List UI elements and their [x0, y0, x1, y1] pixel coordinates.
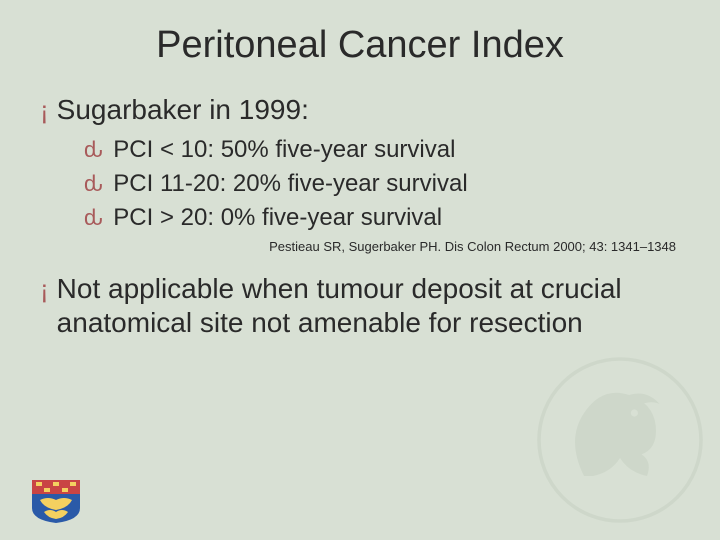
bullet-text: Not applicable when tumour deposit at cr…: [57, 272, 680, 340]
bullet-marker-l2: ԃ: [84, 135, 103, 165]
bullet-text: PCI 11-20: 20% five-year survival: [113, 169, 467, 199]
bullet-item: ¡ Sugarbaker in 1999:: [40, 93, 680, 127]
bullet-item: ԃ PCI 11-20: 20% five-year survival: [84, 169, 680, 199]
bullet-text: PCI < 10: 50% five-year survival: [113, 135, 455, 165]
bullet-item: ¡ Not applicable when tumour deposit at …: [40, 272, 680, 340]
slide-container: Peritoneal Cancer Index ¡ Sugarbaker in …: [0, 0, 720, 540]
bullet-text: PCI > 20: 0% five-year survival: [113, 203, 442, 233]
bullet-marker-l2: ԃ: [84, 203, 103, 233]
bullet-item: ԃ PCI < 10: 50% five-year survival: [84, 135, 680, 165]
bullet-marker-l1: ¡: [40, 93, 49, 127]
bullet-item: ԃ PCI > 20: 0% five-year survival: [84, 203, 680, 233]
bullet-marker-l1: ¡: [40, 272, 49, 306]
slide-title: Peritoneal Cancer Index: [40, 24, 680, 67]
university-crest-icon: [30, 478, 82, 524]
bullet-marker-l2: ԃ: [84, 169, 103, 199]
bullet-text: Sugarbaker in 1999:: [57, 93, 309, 127]
citation-text: Pestieau SR, Sugerbaker PH. Dis Colon Re…: [40, 239, 680, 254]
